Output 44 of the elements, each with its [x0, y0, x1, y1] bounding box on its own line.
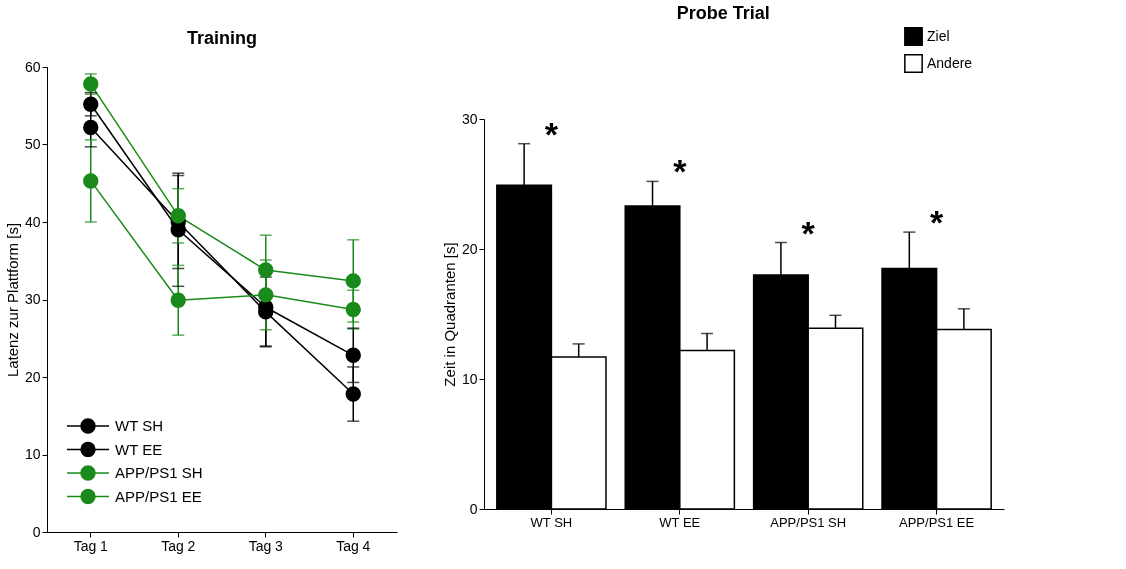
x-tick-label: WT EE	[659, 514, 701, 530]
y-tick-label: 40	[24, 213, 41, 230]
chart-title: Training	[186, 28, 258, 48]
y-tick-label: 10	[461, 370, 478, 387]
x-tick-label: Tag 1	[73, 537, 109, 554]
point	[83, 96, 99, 112]
legend-label: WT EE	[115, 440, 163, 458]
y-tick-label: 30	[24, 291, 41, 307]
y-tick-label: 20	[461, 240, 478, 257]
annotation: *	[801, 213, 816, 252]
chart-title: Probe Trial	[676, 3, 770, 23]
y-tick-label: 0	[32, 523, 41, 540]
x-tick-label: APP/PS1 EE	[899, 514, 975, 530]
annotation: *	[544, 114, 559, 153]
x-tick-label: APP/PS1 SH	[770, 514, 847, 530]
x-tick-label: Tag 3	[248, 537, 284, 554]
point	[258, 262, 274, 278]
point	[258, 287, 274, 303]
x-tick-label: Tag 4	[336, 537, 371, 554]
annotation: *	[673, 152, 688, 191]
y-axis-title: Latenz zur Plattform [s]	[3, 222, 21, 378]
y-axis-title: Zeit in Quadranten [s]	[440, 242, 458, 387]
y-tick-label: 30	[461, 110, 478, 127]
legend-label: Ziel	[927, 27, 950, 44]
y-tick-label: 0	[469, 500, 478, 517]
x-tick-label: Tag 2	[161, 537, 196, 554]
legend-label: WT SH	[115, 417, 164, 434]
y-tick-label: 50	[24, 136, 41, 152]
point	[345, 301, 361, 318]
point	[170, 292, 186, 308]
legend-label: APP/PS1 EE	[115, 487, 202, 505]
legend-label: Andere	[927, 54, 973, 71]
y-tick-label: 60	[24, 58, 41, 75]
point	[83, 119, 99, 136]
y-tick-label: 20	[24, 368, 41, 385]
point	[345, 347, 361, 363]
annotation: *	[929, 203, 944, 242]
point	[345, 386, 361, 402]
point	[170, 208, 186, 224]
legend-label: APP/PS1 SH	[115, 464, 203, 481]
point	[83, 173, 99, 189]
x-tick-label: WT SH	[530, 514, 573, 530]
y-tick-label: 10	[24, 446, 41, 462]
point	[345, 273, 361, 289]
